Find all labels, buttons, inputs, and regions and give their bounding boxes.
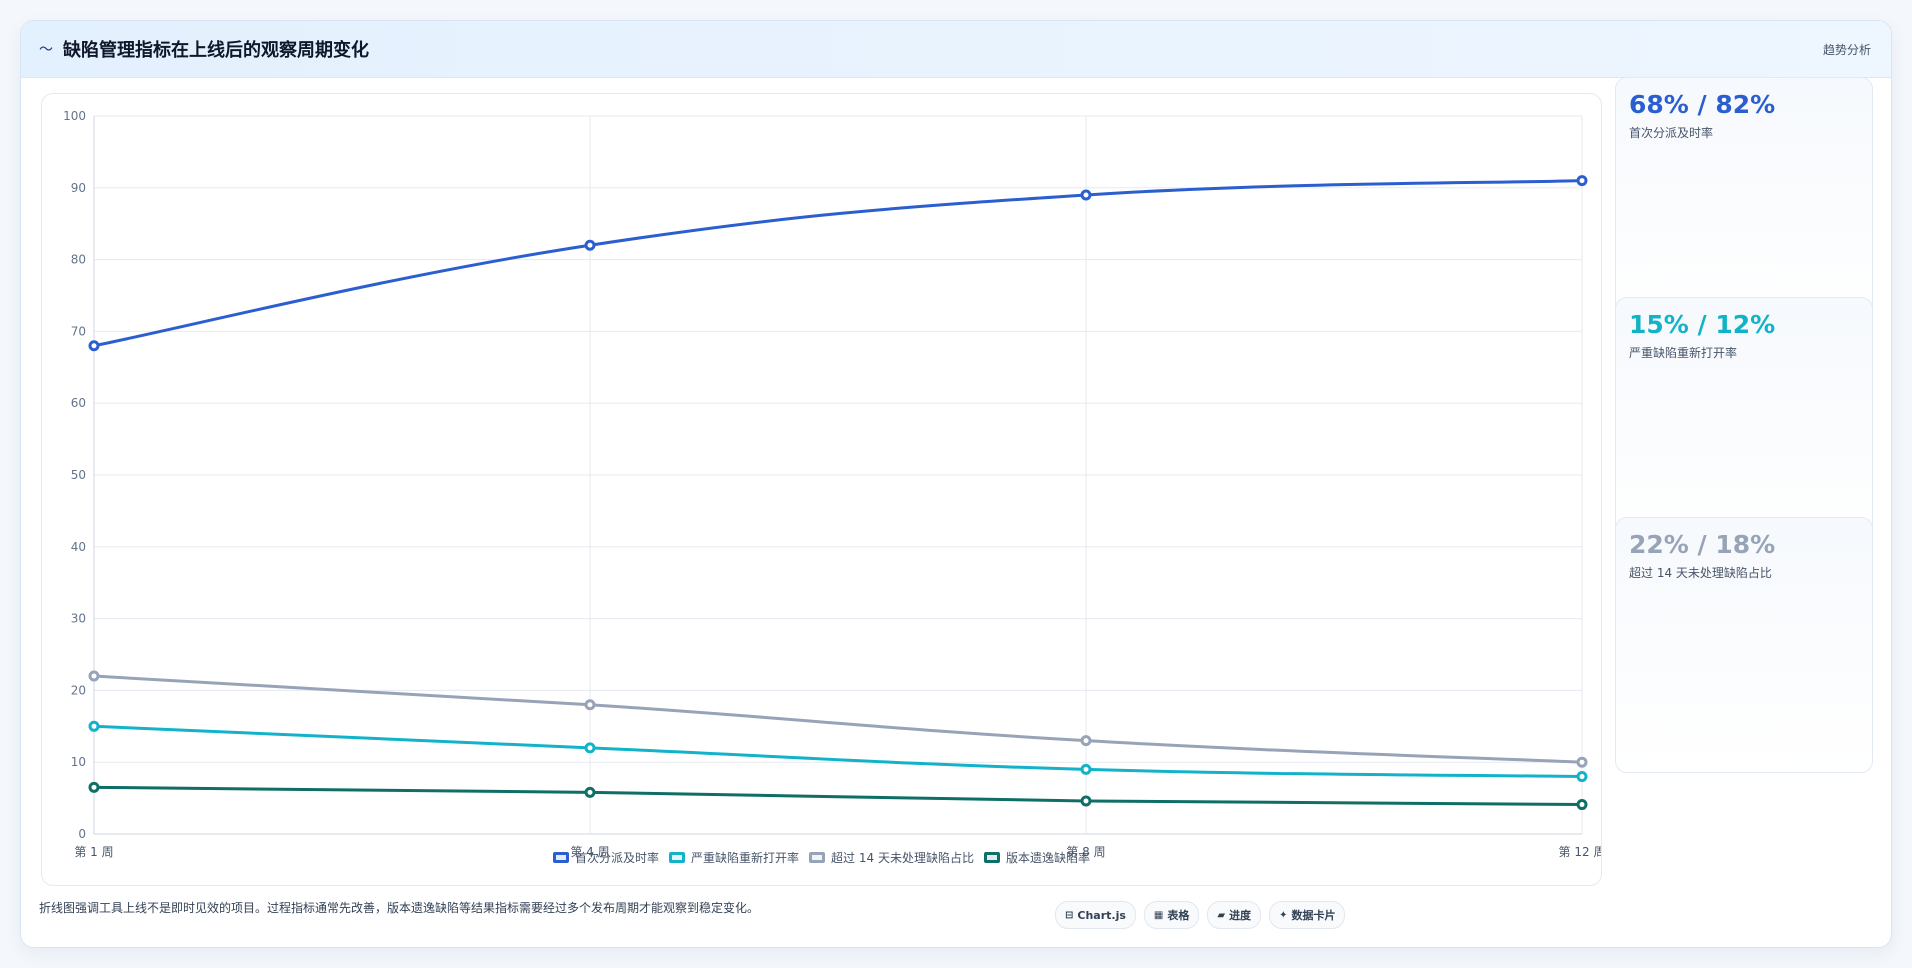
feature-chips: ⊟ Chart.js ▦ 表格 ▰ 进度 ✦ 数据卡片 [1055, 901, 1346, 929]
data-point [1576, 799, 1588, 811]
kpi-card-overdue-ratio: 22% / 18% 超过 14 天未处理缺陷占比 [1615, 517, 1873, 773]
series-line-0 [93, 179, 1583, 348]
legend-swatch [809, 851, 826, 863]
chart-legend: 首次分派及时率 严重缺陷重新打开率 超过 14 天未处理缺陷占比 版本遗逸缺陷率 [42, 847, 1601, 867]
data-point [88, 670, 100, 682]
data-point [1080, 795, 1092, 807]
kpi-label: 首次分派及时率 [1629, 126, 1714, 140]
legend-label: 版本遗逸缺陷率 [1005, 850, 1090, 865]
legend-swatch [983, 851, 1000, 863]
legend-item[interactable]: 严重缺陷重新打开率 [669, 849, 799, 866]
data-point [584, 786, 596, 798]
chip-chartjs[interactable]: ⊟ Chart.js [1055, 901, 1136, 929]
data-point [1080, 735, 1092, 747]
chip-data-card[interactable]: ✦ 数据卡片 [1269, 901, 1346, 929]
kpi-card-first-assign: 68% / 82% 首次分派及时率 [1615, 77, 1873, 333]
y-tick-label: 100 [63, 109, 86, 123]
chart-icon: 〜 [39, 42, 53, 58]
footer-note: 折线图强调工具上线不是即时见效的项目。过程指标通常先改善，版本遗逸缺陷等结果指标… [39, 901, 760, 915]
chartjs-icon: ⊟ [1065, 909, 1074, 921]
data-point [584, 239, 596, 251]
trend-analysis-tag: 趋势分析 [1822, 42, 1871, 57]
y-tick-label: 70 [71, 324, 86, 338]
data-point [584, 742, 596, 754]
data-point [584, 699, 596, 711]
data-point [1576, 175, 1588, 187]
series-line-3 [93, 785, 1583, 807]
data-point [1576, 771, 1588, 783]
series-line-2 [93, 674, 1583, 764]
dashboard-card: 〜 缺陷管理指标在上线后的观察周期变化 趋势分析 0 10 20 30 40 50 60 70… [20, 20, 1892, 948]
kpi-label: 严重缺陷重新打开率 [1629, 346, 1738, 360]
chip-progress[interactable]: ▰ 进度 [1207, 901, 1262, 929]
data-point [1080, 763, 1092, 775]
data-point [1576, 756, 1588, 768]
kpi-value: 15% / 12% [1629, 310, 1776, 339]
chip-table[interactable]: ▦ 表格 [1143, 901, 1200, 929]
x-tick-label: 第 8 周 [1066, 845, 1105, 859]
line-chart: 0 10 20 30 40 50 60 70 80 90 100 第 1 周 第 4 周 第 8 周 第 1… [63, 109, 1601, 859]
y-tick-label: 0 [78, 827, 86, 841]
legend-item[interactable]: 版本遗逸缺陷率 [983, 849, 1090, 866]
y-tick-label: 50 [71, 468, 86, 482]
kpi-value: 68% / 82% [1629, 90, 1776, 119]
legend-label: 首次分派及时率 [575, 850, 660, 865]
y-tick-label: 40 [71, 540, 86, 554]
y-tick-label: 60 [71, 396, 86, 410]
legend-label: 超过 14 天未处理缺陷占比 [831, 850, 974, 865]
legend-swatch [553, 851, 570, 863]
kpi-label: 超过 14 天未处理缺陷占比 [1629, 566, 1772, 580]
legend-label: 严重缺陷重新打开率 [691, 850, 800, 865]
data-point [88, 781, 100, 793]
legend-item[interactable]: 超过 14 天未处理缺陷占比 [809, 849, 974, 866]
y-tick-label: 30 [71, 612, 86, 626]
y-tick-label: 90 [71, 181, 86, 195]
data-point [88, 340, 100, 352]
progress-icon: ▰ [1217, 909, 1226, 921]
y-tick-label: 80 [71, 253, 86, 267]
card-header: 〜 缺陷管理指标在上线后的观察周期变化 趋势分析 [21, 21, 1891, 78]
kpi-value: 22% / 18% [1629, 530, 1776, 559]
data-card-icon: ✦ [1279, 909, 1288, 921]
legend-item[interactable]: 首次分派及时率 [553, 849, 659, 866]
data-point [1080, 189, 1092, 201]
x-tick-label: 第 12 周 [1559, 845, 1601, 859]
x-tick-label: 第 1 周 [74, 845, 113, 859]
y-tick-label: 20 [71, 683, 86, 697]
x-tick-label: 第 4 周 [570, 845, 609, 859]
page-title: 缺陷管理指标在上线后的观察周期变化 [63, 40, 369, 61]
kpi-card-reopen-rate: 15% / 12% 严重缺陷重新打开率 [1615, 297, 1873, 553]
table-icon: ▦ [1153, 909, 1164, 921]
y-tick-label: 10 [71, 755, 86, 769]
line-chart-panel: 0 10 20 30 40 50 60 70 80 90 100 第 1 周 第 4 周 第 8 周 第 1… [41, 93, 1602, 886]
data-point [88, 720, 100, 732]
series-line-1 [93, 724, 1583, 779]
legend-swatch [669, 851, 686, 863]
